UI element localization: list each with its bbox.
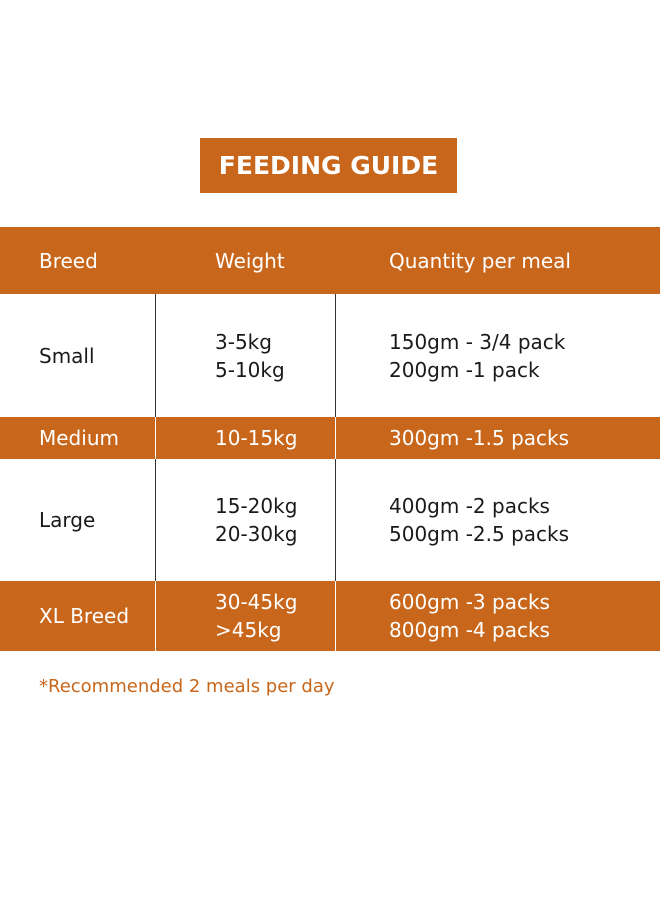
table-row: XL Breed 30-45kg >45kg 600gm -3 packs 80… [0, 581, 660, 651]
quantity-cell: 400gm -2 packs 500gm -2.5 packs [389, 494, 570, 546]
breed-cell: Large [39, 508, 96, 532]
breed-cell: Small [39, 343, 95, 368]
header-breed: Breed [39, 248, 98, 273]
column-divider [155, 417, 156, 459]
column-divider [335, 581, 336, 651]
column-divider [155, 294, 156, 417]
column-divider [155, 581, 156, 651]
column-divider [335, 417, 336, 459]
quantity-cell: 300gm -1.5 packs [389, 426, 570, 450]
table-header-row: Breed Weight Quantity per meal [0, 227, 660, 294]
table-row: Small 3-5kg 5-10kg 150gm - 3/4 pack 200g… [0, 294, 660, 417]
breed-cell: XL Breed [39, 604, 130, 628]
weight-cell: 10-15kg [215, 426, 298, 450]
weight-cell: 3-5kg 5-10kg [215, 329, 285, 382]
quantity-cell: 600gm -3 packs 800gm -4 packs [389, 590, 550, 642]
page-title: FEEDING GUIDE [218, 151, 439, 180]
column-divider [155, 459, 156, 581]
title-banner: FEEDING GUIDE [200, 138, 457, 193]
table-row: Large 15-20kg 20-30kg 400gm -2 packs 500… [0, 459, 660, 581]
column-divider [335, 294, 336, 417]
quantity-cell: 150gm - 3/4 pack 200gm -1 pack [389, 329, 566, 382]
weight-cell: 15-20kg 20-30kg [215, 494, 298, 546]
table-row: Medium 10-15kg 300gm -1.5 packs [0, 417, 660, 459]
header-weight: Weight [215, 248, 285, 273]
weight-cell: 30-45kg >45kg [215, 590, 298, 642]
recommendation-note: *Recommended 2 meals per day [39, 676, 335, 697]
breed-cell: Medium [39, 426, 119, 450]
header-quantity: Quantity per meal [389, 248, 571, 273]
column-divider [335, 459, 336, 581]
